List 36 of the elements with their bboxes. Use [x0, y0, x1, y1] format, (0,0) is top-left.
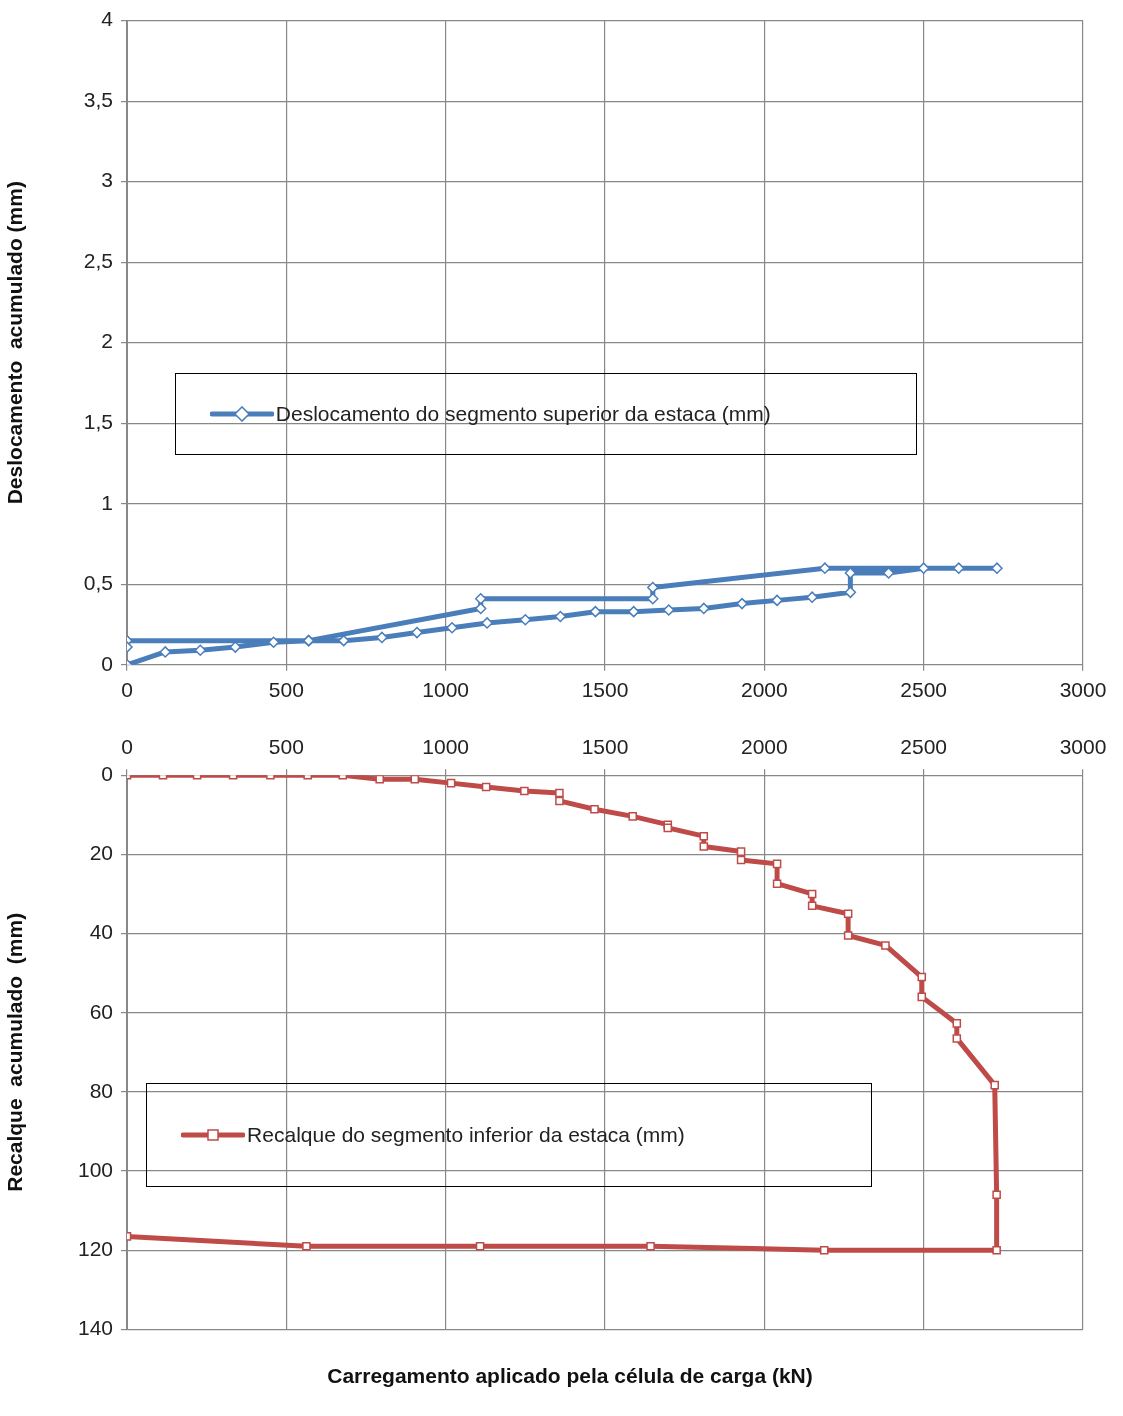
- x-tick-label: 3000: [1059, 735, 1107, 759]
- x-tick-label: 0: [121, 678, 133, 702]
- y-tick-label: 0: [101, 651, 113, 675]
- legend-label: Recalque do segmento inferior da estaca (mm): [247, 1123, 685, 1148]
- y-tick-label: 0: [101, 762, 113, 785]
- y-tick-label: 20: [89, 841, 113, 865]
- x-tick-label: 2500: [900, 678, 948, 702]
- x-tick-label: 2000: [740, 678, 788, 702]
- x-tick-label: 1500: [581, 735, 629, 759]
- y-tick-label: 140: [77, 1316, 113, 1340]
- y-tick-label: 40: [89, 920, 113, 944]
- y-tick-label: 120: [77, 1237, 113, 1261]
- x-axis-title: Carregamento aplicado pela célula de carga (kN): [326, 1363, 814, 1388]
- y-tick-label: 3,5: [83, 87, 113, 111]
- x-tick-label: 0: [121, 735, 133, 759]
- y-axis-title: Recalque acumulado (mm): [3, 912, 27, 1192]
- x-tick-label: 3000: [1059, 678, 1107, 702]
- y-tick-label: 100: [77, 1157, 113, 1181]
- x-tick-label: 1000: [422, 678, 470, 702]
- y-tick-label: 1,5: [83, 410, 113, 434]
- y-tick-label: 2: [101, 329, 113, 353]
- y-tick-label: 3: [101, 168, 113, 192]
- x-tick-label: 2000: [740, 735, 788, 759]
- x-tick-label: 500: [268, 735, 304, 759]
- y-axis-title: Deslocamento acumulado (mm): [3, 181, 27, 505]
- x-tick-label: 2500: [900, 735, 948, 759]
- x-tick-label: 1500: [581, 678, 629, 702]
- y-tick-label: 0,5: [83, 571, 113, 595]
- y-tick-label: 1: [101, 490, 113, 514]
- legend-label: Deslocamento do segmento superior da estaca (mm): [275, 401, 771, 426]
- y-tick-label: 2,5: [83, 248, 113, 272]
- y-tick-label: 4: [101, 7, 114, 31]
- y-tick-label: 60: [89, 999, 113, 1023]
- x-tick-label: 1000: [422, 735, 470, 759]
- x-tick-label: 500: [268, 678, 304, 702]
- y-tick-label: 80: [89, 1078, 113, 1102]
